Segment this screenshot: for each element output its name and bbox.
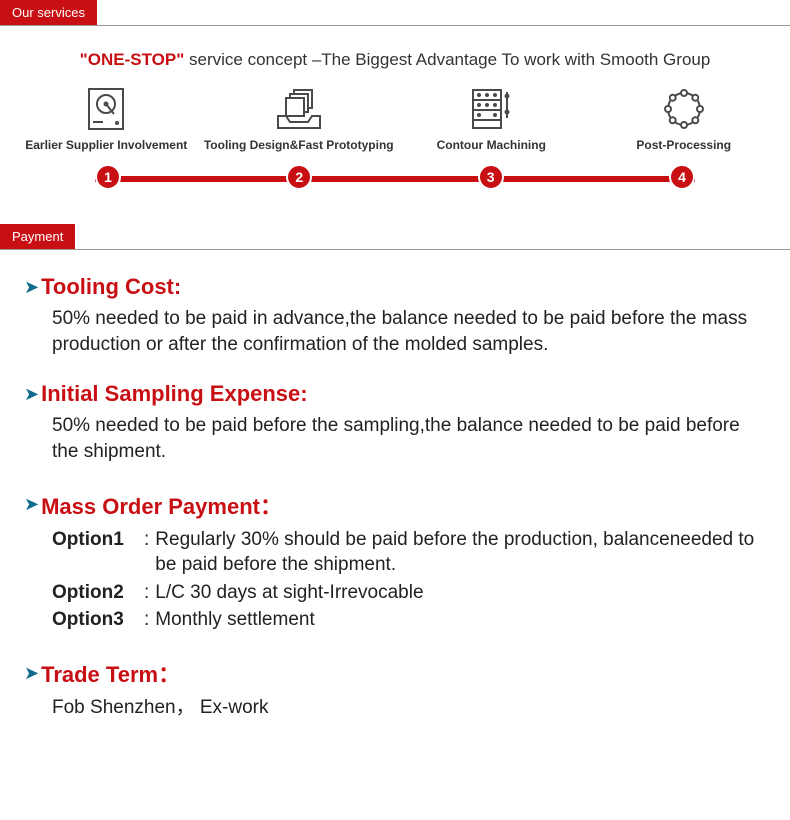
massorder-options: Option1: Regularly 30% should be paid be… — [52, 527, 766, 634]
option-value: Regularly 30% should be paid before the … — [155, 527, 766, 578]
step-node-4: 4 — [669, 164, 695, 190]
step-node-1: 1 — [95, 164, 121, 190]
option-sep: : — [144, 527, 149, 578]
step-4-label: Post-Processing — [636, 138, 731, 152]
onestop-label: "ONE-STOP" — [80, 50, 185, 69]
massorder-title: Mass Order Payment： — [41, 489, 282, 521]
disk-icon — [82, 88, 130, 130]
sampling-body: 50% needed to be paid before the samplin… — [52, 413, 766, 464]
step-track: 1 2 3 4 — [95, 164, 695, 194]
tooling-cost-body: 50% needed to be paid in advance,the bal… — [52, 306, 766, 357]
step-2-label: Tooling Design&Fast Prototyping — [204, 138, 394, 152]
option-label: Option2 — [52, 580, 138, 606]
step-node-2: 2 — [286, 164, 312, 190]
divider — [0, 25, 790, 26]
step-1: Earlier Supplier Involvement — [10, 88, 203, 152]
arrow-icon: ➤ — [24, 277, 39, 298]
divider — [0, 249, 790, 250]
option-sep: : — [144, 580, 149, 606]
abacus-icon — [467, 88, 515, 130]
option-row: Option2: L/C 30 days at sight-Irrevocabl… — [52, 580, 766, 606]
arrow-icon: ➤ — [24, 384, 39, 405]
option-row: Option1: Regularly 30% should be paid be… — [52, 527, 766, 578]
steps-container: Earlier Supplier Involvement Tooling Des… — [0, 88, 790, 194]
sampling-title: Initial Sampling Expense: — [41, 381, 308, 407]
option-row: Option3: Monthly settlement — [52, 607, 766, 633]
intro-line: "ONE-STOP" service concept –The Biggest … — [0, 50, 790, 70]
tradeterm-title: Trade Term： — [41, 657, 180, 689]
step-3-label: Contour Machining — [437, 138, 546, 152]
step-1-label: Earlier Supplier Involvement — [25, 138, 187, 152]
tooling-cost-block: ➤ Tooling Cost: 50% needed to be paid in… — [24, 274, 766, 357]
option-label: Option3 — [52, 607, 138, 633]
option-label: Option1 — [52, 527, 138, 578]
step-2: Tooling Design&Fast Prototyping — [203, 88, 396, 152]
massorder-block: ➤ Mass Order Payment： Option1: Regularly… — [24, 489, 766, 634]
step-4: Post-Processing — [588, 88, 781, 152]
tray-icon — [275, 88, 323, 130]
arrow-icon: ➤ — [24, 494, 39, 515]
option-value: Monthly settlement — [155, 607, 766, 633]
option-sep: : — [144, 607, 149, 633]
sampling-block: ➤ Initial Sampling Expense: 50% needed t… — [24, 381, 766, 464]
step-node-3: 3 — [478, 164, 504, 190]
intro-rest: service concept –The Biggest Advantage T… — [184, 50, 710, 69]
services-tag: Our services — [0, 0, 97, 25]
tradeterm-block: ➤ Trade Term： Fob Shenzhen， Ex-work — [24, 657, 766, 721]
option-value: L/C 30 days at sight-Irrevocable — [155, 580, 766, 606]
tradeterm-body: Fob Shenzhen， Ex-work — [52, 695, 766, 721]
ring-icon — [660, 88, 708, 130]
step-3: Contour Machining — [395, 88, 588, 152]
payment-tag: Payment — [0, 224, 75, 249]
tooling-cost-title: Tooling Cost: — [41, 274, 181, 300]
arrow-icon: ➤ — [24, 663, 39, 684]
